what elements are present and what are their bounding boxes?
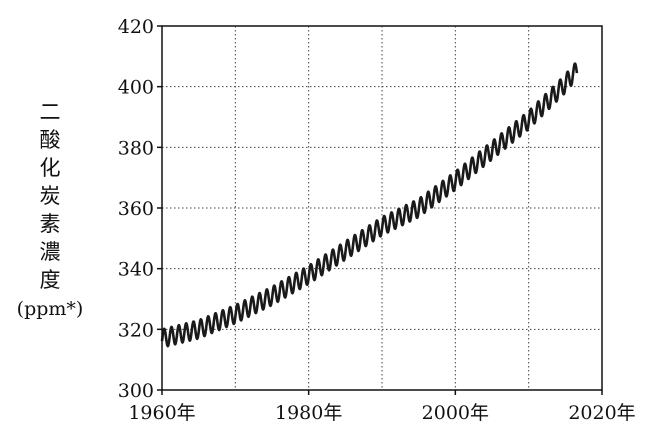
series-layer <box>160 62 579 348</box>
co2-series-line <box>160 62 579 348</box>
x-tick-label: 1980年 <box>275 402 342 424</box>
x-tick-label: 1960年 <box>128 402 195 424</box>
y-tick-label: 300 <box>118 380 154 402</box>
y-axis-label: 二酸化炭素濃度 (ppm*) <box>4 98 96 320</box>
y-tick-label: 400 <box>118 77 154 99</box>
y-tick-label: 320 <box>118 319 154 341</box>
y-axis: 300 320 340 360 380 400 420 <box>118 16 162 402</box>
y-tick-label: 340 <box>118 259 154 281</box>
y-tick-label: 360 <box>118 198 154 220</box>
x-tick-label: 2000年 <box>422 402 489 424</box>
x-axis: 1960年 1980年 2000年 2020年 <box>128 390 636 424</box>
grid-lines <box>162 26 602 390</box>
y-axis-unit: (ppm*) <box>16 298 84 320</box>
y-tick-label: 420 <box>118 16 154 38</box>
y-tick-label: 380 <box>118 137 154 159</box>
y-axis-title: 二酸化炭素濃度 <box>39 100 61 292</box>
x-tick-label: 2020年 <box>568 402 635 424</box>
